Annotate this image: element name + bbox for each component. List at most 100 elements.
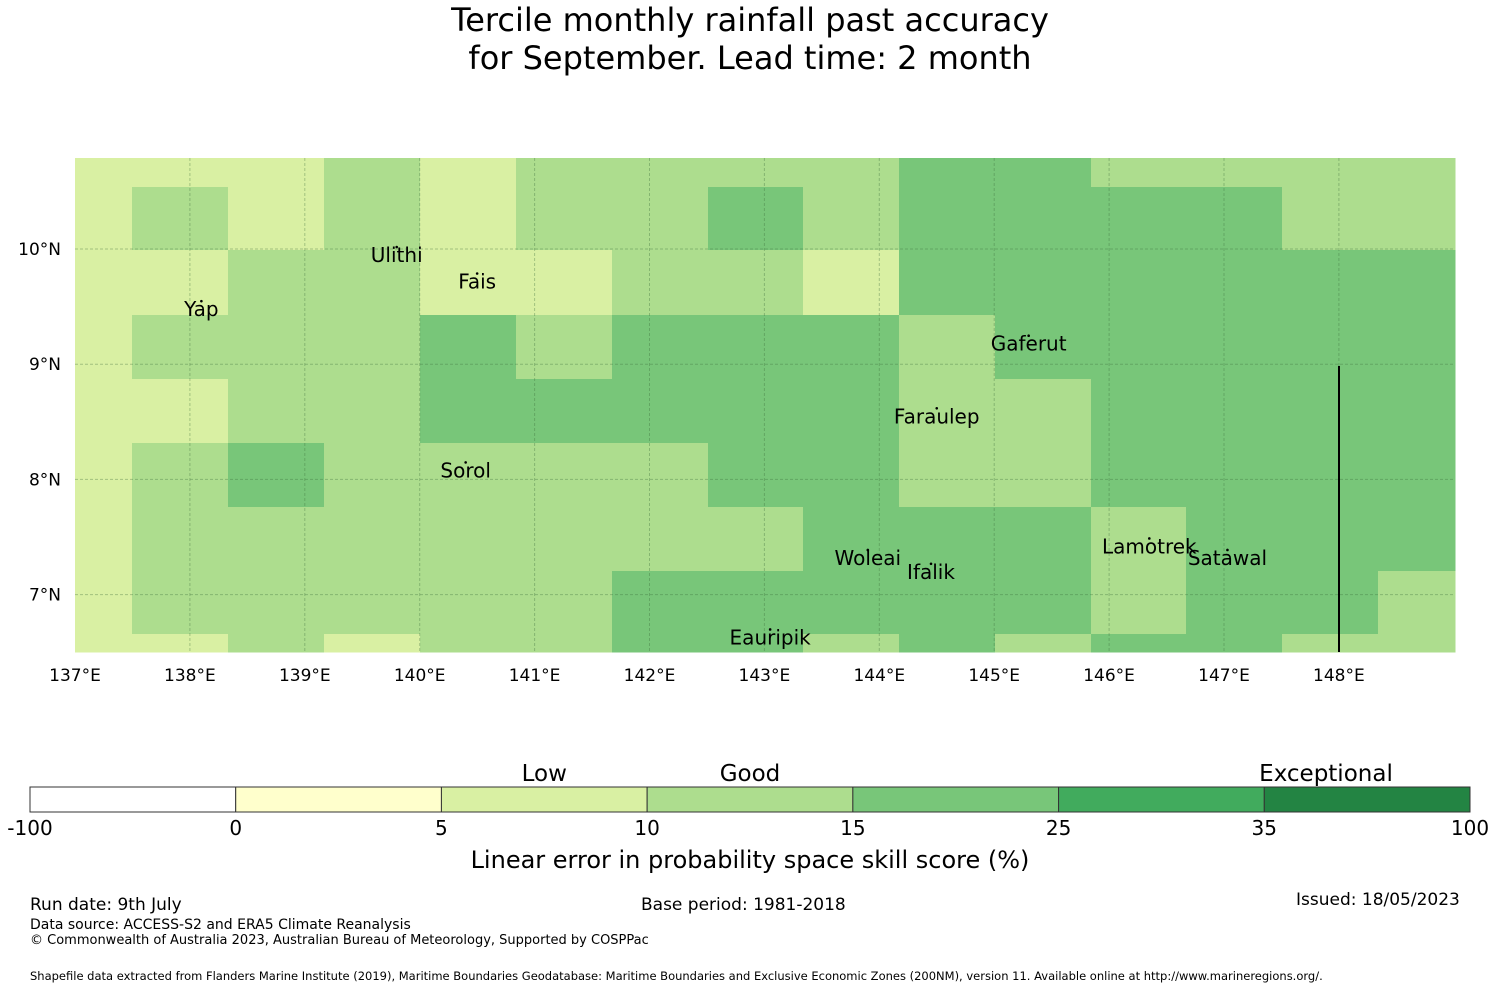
skill-cell: [899, 443, 996, 508]
skill-cell: [803, 187, 900, 251]
skill-cell: [899, 250, 996, 316]
skill-cell: [1091, 634, 1187, 653]
map-title-line-2: for September. Lead time: 2 month: [468, 39, 1032, 77]
skill-cell: [1091, 379, 1187, 444]
skill-cell: [1282, 443, 1379, 508]
skill-cell: [708, 187, 804, 251]
skill-cell: [1282, 571, 1379, 635]
skill-cell: [899, 315, 996, 380]
skill-cell: [228, 507, 325, 572]
island-label: Gaferut: [991, 332, 1067, 356]
skill-cell: [995, 634, 1092, 653]
skill-cell: [899, 507, 996, 572]
latitude-tick-labels: 10°N 9°N 8°N 7°N: [18, 240, 61, 606]
skill-cell: [324, 443, 421, 508]
skill-cell: [1378, 187, 1456, 251]
skill-cell: [324, 315, 421, 380]
island-label: Fais: [458, 269, 496, 293]
skill-cell: [75, 187, 133, 251]
skill-cell: [612, 507, 709, 572]
skill-cell: [420, 187, 517, 251]
colorbar-tick-label: 35: [1252, 816, 1277, 840]
lon-tick-label: 142°E: [624, 666, 676, 686]
skill-cell: [1378, 571, 1456, 635]
skill-cell: [1282, 507, 1379, 572]
island-marker: [1027, 334, 1030, 338]
skill-cell: [612, 315, 709, 380]
skill-cell: [1091, 158, 1187, 188]
colorbar-tick-label: -100: [7, 816, 52, 840]
island-label: Satawal: [1188, 546, 1267, 570]
skill-cell: [1091, 315, 1187, 380]
skill-cell: [803, 379, 900, 444]
colorbar-segment: [646, 786, 854, 813]
colorbar-category-label: Good: [720, 761, 781, 787]
skill-cell: [803, 250, 900, 316]
skill-cell: [803, 443, 900, 508]
colorbar-segment: [1058, 786, 1265, 813]
skill-cell: [899, 379, 996, 444]
skill-cell: [1186, 443, 1283, 508]
island-marker: [935, 406, 939, 410]
skill-cell: [420, 158, 517, 188]
skill-cell: [899, 634, 996, 653]
island-labels: Ulithi Fais Yap Gaferut Faraulep Sorol WoleaiI…: [183, 243, 1267, 649]
lon-tick-label: 139°E: [279, 666, 331, 686]
skill-cell: [1282, 250, 1379, 316]
skill-cell: [516, 379, 613, 444]
colorbar-segment: [440, 786, 648, 813]
skill-cell: [228, 443, 325, 508]
skill-cell: [516, 507, 613, 572]
skill-cell: [708, 315, 804, 380]
skill-cell: [612, 443, 709, 508]
map-title-line-1: Tercile monthly rainfall past accuracy: [451, 1, 1049, 39]
skill-cell: [708, 507, 804, 572]
lon-tick-label: 145°E: [968, 666, 1020, 686]
skill-cell: [324, 507, 421, 572]
skill-cell: [803, 507, 900, 572]
skill-cell: [995, 507, 1092, 572]
skill-cell: [1378, 634, 1456, 653]
island-label: Ulithi: [371, 243, 423, 267]
lon-tick-label: 140°E: [394, 666, 446, 686]
skill-cell: [995, 187, 1092, 251]
skill-cell: [228, 250, 325, 316]
skill-cell: [708, 250, 804, 316]
skill-cell: [708, 158, 804, 188]
lon-tick-label: 141°E: [509, 666, 561, 686]
skill-cell: [1091, 187, 1187, 251]
island-label: Woleai: [835, 546, 902, 570]
skill-cell: [1378, 158, 1456, 188]
skill-cell: [899, 187, 996, 251]
skill-cell: [612, 187, 709, 251]
island-marker: [395, 245, 399, 249]
skill-cell: [803, 158, 900, 188]
skill-cell: [420, 507, 517, 572]
skill-cell: [1186, 315, 1283, 380]
island-label: Ifalik: [907, 560, 955, 584]
skill-cell: [1186, 158, 1283, 188]
skill-cell: [516, 187, 613, 251]
skill-cell: [75, 379, 133, 444]
skill-cell: [75, 507, 133, 572]
island-marker: [1148, 537, 1151, 540]
lon-tick-label: 146°E: [1083, 666, 1135, 686]
longitude-tick-labels: 137°E 138°E 139°E 140°E 141°E 142°E 143°E 144°E…: [49, 666, 1365, 686]
colorbar-segment: [1263, 786, 1471, 813]
island-label: Lamotrek: [1102, 534, 1197, 558]
skill-cell: [132, 507, 229, 572]
skill-cell: [228, 187, 325, 251]
skill-cell: [324, 187, 421, 251]
lat-tick-label: 10°N: [18, 240, 61, 260]
skill-cell: [516, 250, 613, 316]
graticule: [75, 158, 1455, 652]
skill-cell: [132, 187, 229, 251]
shapefile-credit: Shapefile data extracted from Flanders M…: [30, 969, 1323, 983]
skill-cell: [132, 158, 229, 188]
colorbar-tick-label: 5: [435, 816, 448, 840]
skill-cell: [420, 634, 517, 653]
skill-cell: [1186, 507, 1283, 572]
skill-cell: [132, 250, 229, 316]
skill-cell: [612, 634, 709, 653]
